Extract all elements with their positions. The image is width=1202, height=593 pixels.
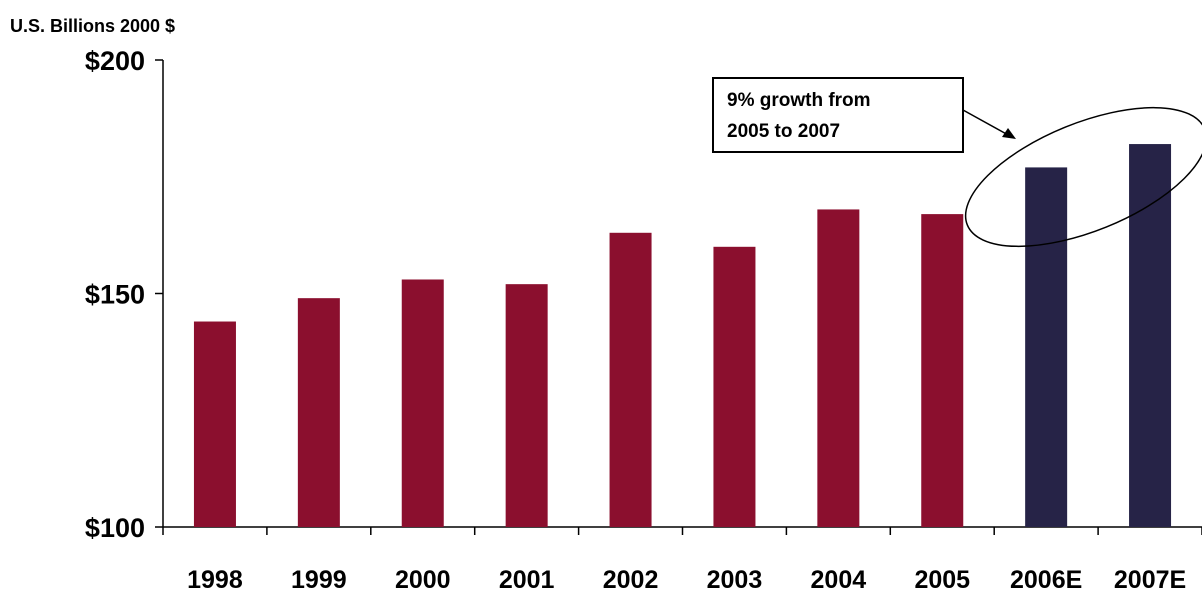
x-tick-label-2006E: 2006E xyxy=(1010,566,1082,593)
y-axis: $100 $150 $200 xyxy=(85,46,164,543)
bar-2001 xyxy=(505,284,548,527)
y-tick-label: $150 xyxy=(85,280,145,310)
x-tick-label-2004: 2004 xyxy=(811,566,867,593)
x-tick-label-2005: 2005 xyxy=(914,566,970,593)
x-tick-label-2000: 2000 xyxy=(395,566,451,593)
annotation-arrowhead xyxy=(1002,128,1016,139)
bar-1999 xyxy=(297,298,340,527)
bar-2000 xyxy=(401,279,444,527)
bar-2006E xyxy=(1025,167,1068,527)
bars xyxy=(193,144,1172,528)
bar-2005 xyxy=(921,214,964,528)
y-tick-label: $200 xyxy=(85,46,145,76)
x-tick-label-1999: 1999 xyxy=(291,566,347,593)
x-tick-label-1998: 1998 xyxy=(187,566,243,593)
annotation-line-2: 2005 to 2007 xyxy=(727,121,840,142)
annotation-line-1: 9% growth from xyxy=(727,90,871,111)
bar-2007E xyxy=(1129,144,1172,527)
x-tick-label-2001: 2001 xyxy=(499,566,555,593)
bar-2004 xyxy=(817,209,860,527)
annotation-box xyxy=(712,77,964,153)
y-tick-label: $100 xyxy=(85,513,145,543)
x-tick-label-2007E: 2007E xyxy=(1114,566,1186,593)
growth-highlight-ellipse xyxy=(964,106,1202,248)
x-axis xyxy=(162,526,1202,535)
annotation: 9% growth from 2005 to 2007 xyxy=(712,77,1202,248)
y-axis-unit-label: U.S. Billions 2000 $ xyxy=(10,16,175,36)
bar-2003 xyxy=(713,246,756,528)
x-tick-labels: 1998 1999 2000 2001 2002 2003 2004 2005 2006E 200… xyxy=(187,566,1186,593)
annotation-arrow xyxy=(962,109,1011,137)
bar-2002 xyxy=(609,232,652,528)
bar-1998 xyxy=(193,321,236,527)
x-tick-label-2003: 2003 xyxy=(707,566,763,593)
x-tick-label-2002: 2002 xyxy=(603,566,659,593)
